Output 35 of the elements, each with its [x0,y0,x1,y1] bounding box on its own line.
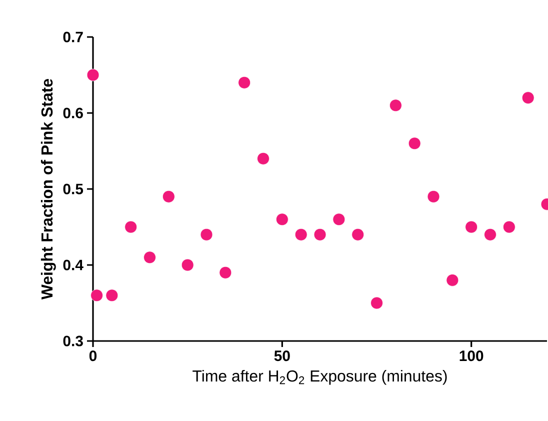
point [389,99,402,112]
point [502,220,516,234]
point [370,296,383,310]
y-tick-label: 0.5 [63,184,84,194]
x-axis-title: Time after H$_{2}$O$_{2}$ Exposure (minutes) [192,370,447,385]
point [314,228,326,241]
point [522,92,534,104]
x-tick-label: 50 [274,350,290,362]
point [257,152,270,165]
point [238,76,251,89]
point [484,228,496,241]
point [144,251,156,264]
x-tick-label: 0 [89,350,97,362]
y-tick-label: 0.4 [63,260,84,270]
point [427,190,440,203]
x-tick-label: 100 [460,350,484,362]
point [86,68,100,82]
point [332,213,346,226]
point [124,220,138,234]
point [408,137,421,150]
point [106,289,118,302]
point [352,228,364,241]
point [200,228,213,241]
point [446,274,459,286]
point [162,190,175,203]
y-tick-label: 0.6 [63,108,83,118]
point [181,258,194,272]
point [90,289,103,302]
point [219,266,232,279]
y-axis-title: Weight Fraction of Pink State [40,78,56,300]
y-tick-label: 0.7 [63,32,83,42]
y-tick-label: 0.3 [63,336,83,346]
point [294,228,308,241]
point [276,213,288,226]
point [465,220,478,234]
